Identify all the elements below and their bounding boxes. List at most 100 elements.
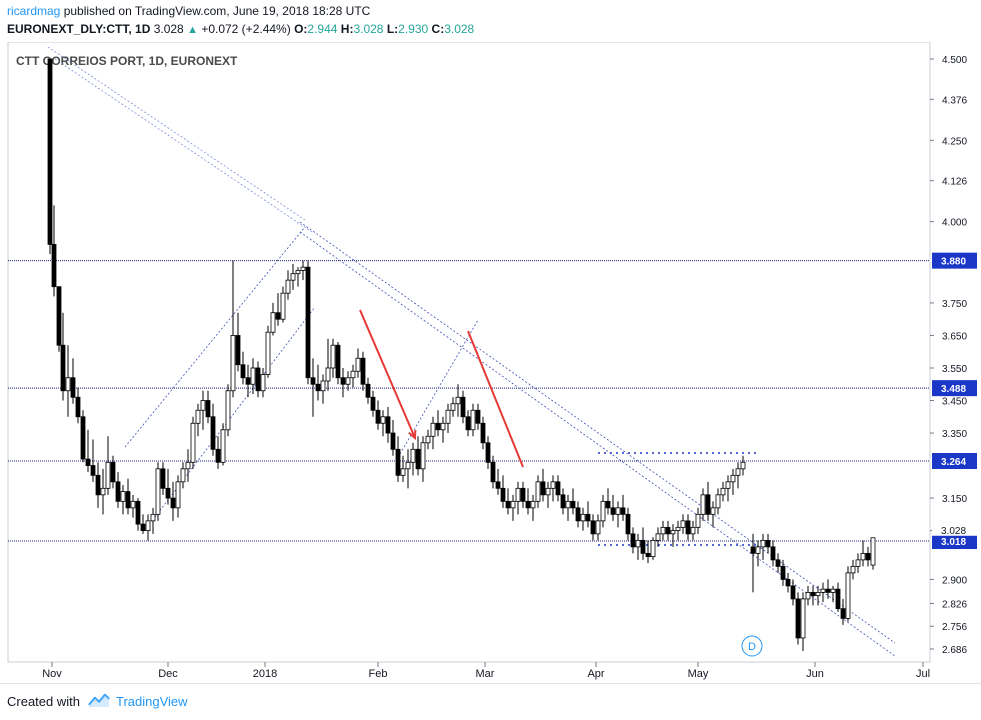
candle [610, 507, 616, 515]
candle [120, 491, 126, 502]
candle [305, 266, 311, 379]
candle [80, 416, 86, 460]
candle [595, 520, 601, 535]
candle [835, 588, 841, 610]
y-tick-label: 2.826 [942, 599, 967, 610]
candle [235, 335, 241, 366]
candle [470, 409, 476, 431]
candle [290, 273, 296, 281]
tradingview-logo-icon[interactable] [88, 692, 110, 708]
candle [495, 481, 501, 489]
x-tick-label: Jun [806, 668, 824, 680]
candle [780, 565, 786, 580]
candle [170, 497, 176, 509]
chart-title: CTT CORREIOS PORT, 1D, EURONEXT [16, 54, 238, 68]
level-label: 3.264 [941, 457, 966, 468]
candle [820, 588, 826, 593]
candle [575, 507, 581, 522]
candle [510, 500, 516, 509]
candle [310, 377, 316, 385]
candle [95, 474, 101, 496]
price-chart[interactable]: Nov Dec 2018 Feb Mar Apr May Jun Jul 4.500 4.376 4.… [0, 42, 981, 683]
x-tick-label: Dec [158, 668, 178, 680]
candle [380, 416, 386, 424]
candle [185, 461, 191, 470]
candle [340, 377, 346, 385]
candle [405, 461, 411, 470]
x-tick-label: Nov [42, 668, 62, 680]
candle [795, 598, 801, 639]
candle [145, 520, 151, 532]
candle [190, 422, 196, 463]
candle [555, 481, 561, 496]
tradingview-link[interactable]: TradingView [116, 694, 188, 709]
candle [105, 461, 111, 489]
candle [110, 461, 116, 483]
candle [125, 491, 131, 509]
candle [585, 513, 591, 522]
candle [830, 588, 836, 593]
candle [455, 396, 461, 405]
y-tick-label: 4.376 [942, 95, 967, 106]
username-link[interactable]: ricardmag [7, 4, 61, 18]
candle [250, 367, 256, 385]
candle [800, 598, 806, 639]
level-label-bg [932, 380, 977, 397]
candle [525, 500, 531, 509]
last-price-label-bg [932, 523, 977, 536]
candle [480, 422, 486, 444]
candle [785, 578, 791, 587]
candle [420, 442, 426, 470]
candle [200, 400, 206, 411]
candle [180, 468, 186, 483]
candle [220, 429, 226, 463]
y-tick-label: 2.900 [942, 575, 967, 586]
candle [805, 592, 811, 600]
candle [365, 383, 371, 398]
y-tick-label: 3.650 [942, 331, 967, 342]
candle [860, 552, 866, 561]
candle [345, 377, 351, 385]
candle [400, 468, 406, 476]
candle [430, 422, 436, 437]
candle [485, 442, 491, 463]
candle [750, 546, 756, 554]
candle [660, 526, 666, 535]
chart-header: ricardmag published on TradingView.com, … [0, 0, 981, 42]
candle [100, 487, 106, 496]
candle [720, 487, 726, 496]
candle [330, 344, 336, 369]
candle [320, 380, 326, 392]
candle [280, 292, 286, 320]
candle [520, 487, 526, 502]
y-tick-label: 4.250 [942, 136, 967, 147]
candle [775, 559, 781, 567]
candle [260, 374, 266, 392]
publish-line: ricardmag published on TradingView.com, … [7, 4, 370, 18]
candle [160, 468, 166, 489]
candle [725, 481, 731, 489]
candle [450, 403, 456, 411]
candle [685, 520, 691, 535]
candle [115, 481, 121, 502]
candle [650, 539, 656, 558]
candle [770, 546, 776, 561]
level-label-bg [932, 533, 977, 550]
candle [490, 461, 496, 483]
candle [710, 507, 716, 515]
candle [210, 416, 216, 450]
candle [270, 312, 276, 333]
candle [425, 435, 431, 444]
candle [760, 539, 766, 548]
open-label: O: [294, 22, 308, 36]
candle [60, 344, 66, 392]
high-label: H: [340, 22, 354, 36]
level-label: 3.018 [941, 537, 966, 548]
level-label: 3.488 [941, 384, 966, 395]
candle [705, 494, 711, 515]
candle [275, 312, 281, 320]
candle [670, 530, 676, 535]
candle [300, 266, 306, 271]
candle [140, 523, 146, 532]
y-tick-label: 3.150 [942, 494, 967, 505]
